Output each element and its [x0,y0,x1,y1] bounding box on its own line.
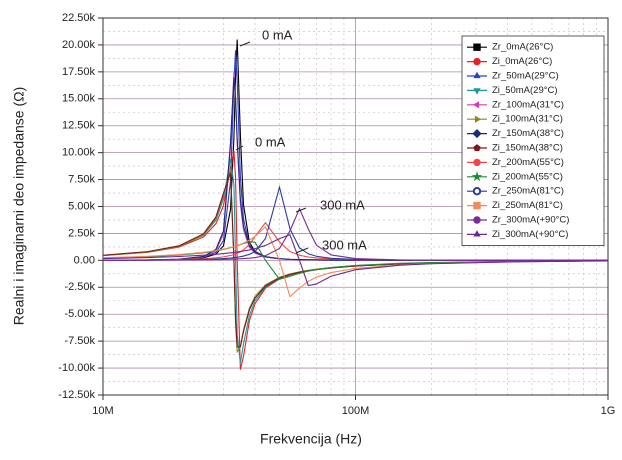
legend-marker [473,158,481,167]
legend-marker [473,88,481,95]
legend-marker [471,171,483,182]
annotation-arrow [295,247,309,254]
legend-label: Zr_300mA(+90°C) [492,215,569,226]
y-tick-label: 5.00k [68,200,95,212]
legend-marker [472,101,480,109]
y-tick-label: -5.00k [64,308,95,320]
legend-label: Zr_200mA(55°C) [492,157,564,168]
legend-label: Zi_250mA(81°C) [492,200,563,211]
y-tick-label: 17.50k [62,66,96,78]
legend-marker [473,57,481,66]
legend-marker [473,230,481,237]
legend-label: Zi_150mA(38°C) [492,143,563,154]
y-tick-label: 15.00k [62,93,96,105]
legend-label: Zr_50mA(29°C) [492,71,559,82]
annotation: 0 mA [262,27,293,42]
legend-label: Zr_250mA(81°C) [492,186,564,197]
y-tick-label: -7.50k [64,335,95,347]
legend-box [461,35,605,247]
annotation: 300 mA [320,197,365,212]
legend-label: Zr_0mA(26°C) [492,42,553,53]
y-tick-label: 20.00k [62,39,96,51]
legend-label: Zi_100mA(31°C) [492,114,563,125]
legend-marker [474,115,482,123]
legend-marker [473,201,481,210]
legend-marker [473,43,481,51]
series-line [102,207,608,261]
legend-label: Zi_300mA(+90°C) [492,229,568,240]
x-tick-label: 10M [92,405,113,417]
legend-marker [472,187,482,196]
legend-marker [473,144,481,152]
y-tick-label: -12.50k [58,389,95,401]
legend-marker [472,129,482,139]
y-tick-label: 22.50k [62,12,96,24]
legend-label: Zi_0mA(26°C) [492,56,552,67]
x-tick-label: 100M [342,405,370,417]
plot-frame [102,17,609,396]
annotation-arrow [235,145,244,151]
y-tick-label: 10.00k [62,147,96,159]
y-tick-label: -2.50k [64,281,95,293]
y-tick-label: 12.50k [62,120,96,132]
legend-marker [473,71,481,79]
annotation: 0 mA [255,134,286,149]
legend: Zr_0mA(26°C) Zi_0mA(26°C) Zr_50mA(29°C) Zi_… [461,35,605,247]
legend-label: Zr_100mA(31°C) [492,99,564,110]
y-tick-label: 2.50k [68,227,95,239]
annotation-arrow [295,207,307,213]
y-tick-label: 0.00 [74,254,95,266]
x-tick-label: 1G [601,405,616,417]
annotation-arrow [239,41,251,47]
y-tick-label: 7.50k [68,173,95,185]
x-axis-title: Frekvencija (Hz) [260,431,362,447]
series-line [102,234,609,287]
legend-marker [473,216,481,224]
legend-label: Zr_150mA(38°C) [492,128,564,139]
y-axis-title: Realni i imaginarni deo impedanse (Ω) [11,87,27,325]
legend-label: Zi_200mA(55°C) [492,171,563,182]
annotation: 300 mA [322,237,367,252]
y-tick-label: -10.00k [58,362,95,374]
legend-label: Zi_50mA(29°C) [492,85,558,96]
